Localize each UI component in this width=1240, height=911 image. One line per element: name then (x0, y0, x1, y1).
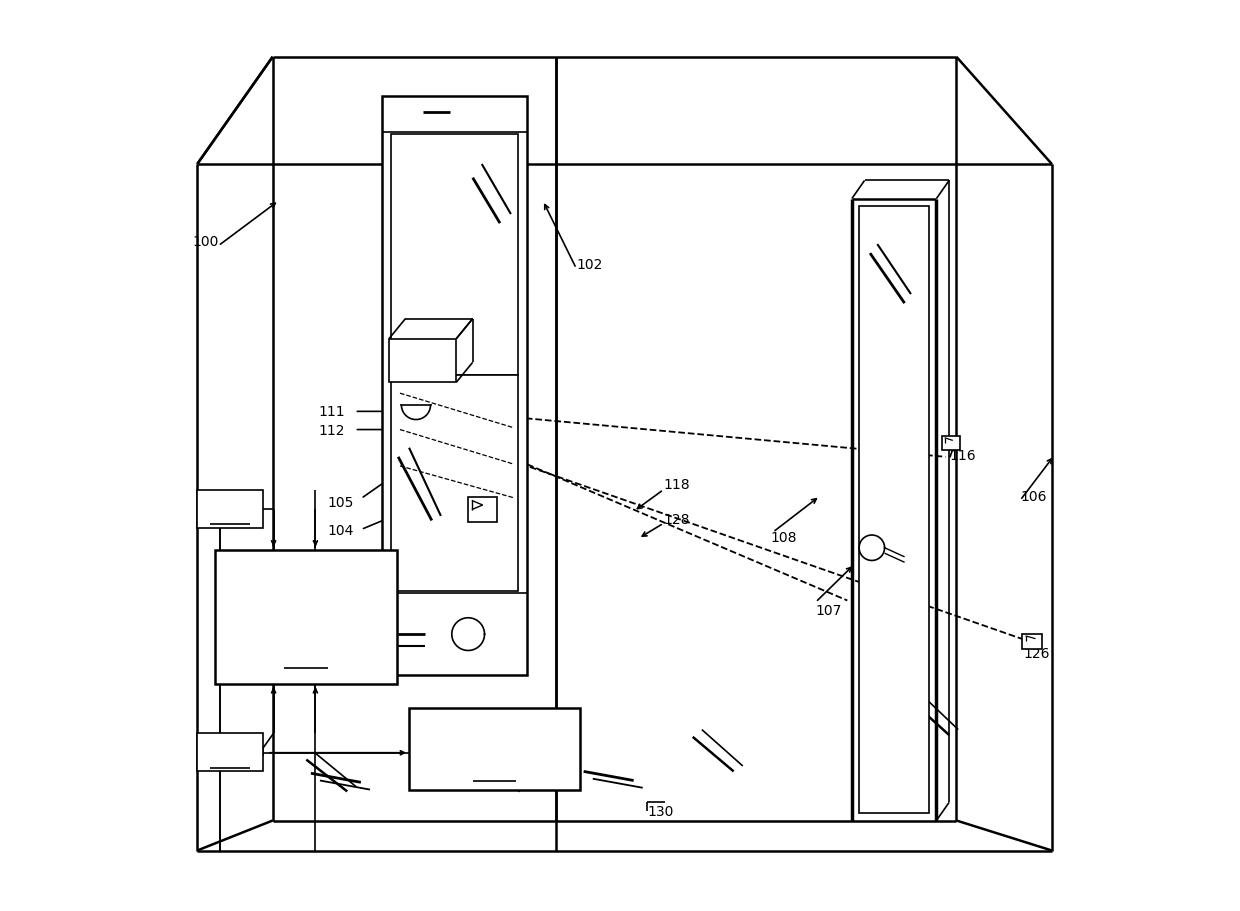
Text: 106: 106 (1021, 489, 1047, 504)
Text: 124: 124 (482, 765, 507, 778)
Text: 116: 116 (949, 448, 976, 463)
Text: 122: 122 (294, 652, 319, 665)
Text: Controller: Controller (274, 621, 340, 635)
FancyBboxPatch shape (469, 497, 497, 523)
FancyBboxPatch shape (391, 375, 518, 592)
Text: 128: 128 (663, 512, 691, 526)
Text: 105: 105 (327, 496, 353, 510)
Text: 120: 120 (492, 505, 520, 518)
FancyBboxPatch shape (391, 135, 518, 375)
FancyBboxPatch shape (942, 436, 960, 451)
Text: Management: Management (263, 596, 350, 609)
Text: Workstation: Workstation (455, 752, 534, 764)
FancyBboxPatch shape (197, 490, 263, 528)
Text: 108: 108 (770, 530, 796, 544)
Text: 112: 112 (319, 423, 345, 437)
FancyBboxPatch shape (197, 733, 263, 772)
Text: 130: 130 (647, 804, 673, 818)
Text: 111: 111 (319, 404, 345, 419)
Text: 126: 126 (1024, 647, 1050, 660)
Text: 107: 107 (816, 603, 842, 617)
FancyBboxPatch shape (1022, 634, 1042, 649)
Text: 102: 102 (577, 258, 603, 271)
FancyBboxPatch shape (409, 708, 580, 790)
Text: 100: 100 (192, 235, 219, 249)
FancyBboxPatch shape (382, 97, 527, 675)
Text: 110: 110 (217, 745, 243, 760)
FancyBboxPatch shape (216, 550, 397, 684)
Text: 110: 110 (491, 312, 517, 326)
FancyBboxPatch shape (859, 207, 929, 814)
Text: 118: 118 (663, 477, 691, 492)
Text: 114: 114 (484, 596, 510, 609)
Text: Computer: Computer (461, 727, 528, 740)
FancyBboxPatch shape (389, 339, 456, 383)
Text: Enterprise Security: Enterprise Security (243, 570, 371, 584)
Text: 110: 110 (217, 502, 243, 516)
Text: 104: 104 (327, 523, 353, 537)
